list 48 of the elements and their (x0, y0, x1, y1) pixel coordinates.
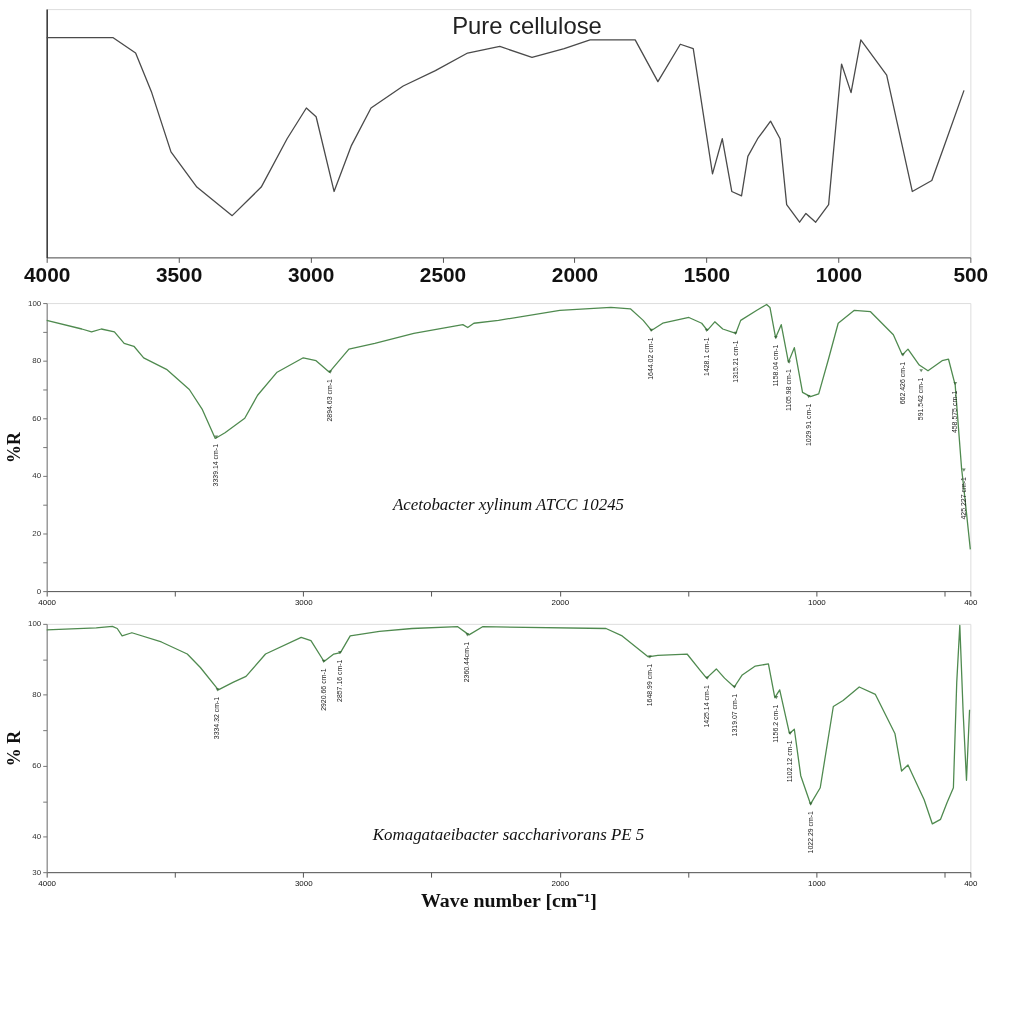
x-tick-label: 400 (964, 597, 979, 607)
y-tick-label: 100 (27, 619, 42, 629)
annotation: Komagataeibacter saccharivorans PE 5 (371, 824, 645, 844)
point (808, 802, 813, 806)
x-tick-label: 2000 (551, 878, 570, 888)
point (321, 659, 326, 664)
x-tick-label: 1000 (815, 262, 863, 286)
x-tick-label: 1000 (808, 878, 827, 888)
y-tick-label: 80 (32, 356, 42, 366)
x-tick-label: 3000 (294, 597, 314, 607)
y-tick-label: 80 (32, 690, 42, 700)
point (732, 685, 737, 689)
x-tick-label: 400 (964, 878, 979, 888)
y-tick-label: 60 (32, 413, 42, 423)
x-tick-label: 1500 (683, 262, 731, 286)
x-tick-label: 4000 (38, 878, 57, 888)
point (338, 651, 342, 655)
x-tick-label: 3000 (294, 878, 314, 888)
y-tick-label: 100 (27, 298, 42, 308)
point (215, 688, 220, 692)
x-axis-title: Wave number [cm⁻¹] (421, 889, 597, 912)
y-axis-title: % R (4, 729, 25, 767)
chart-title: Pure cellulose (452, 11, 602, 39)
x-tick-label: 2000 (551, 597, 570, 607)
line-series (46, 624, 971, 825)
point (465, 633, 470, 637)
y-tick-label: 20 (32, 528, 42, 538)
y-tick-label: 40 (32, 471, 42, 481)
line-series (46, 303, 971, 550)
point (773, 336, 778, 340)
y-tick-label: 40 (32, 832, 42, 842)
annotation: Acetobacter xylinum ATCC 10245 (391, 494, 625, 514)
y-tick-label: 0 (36, 586, 42, 596)
x-tick-label: 2500 (419, 262, 467, 286)
x-tick-label: 3500 (155, 262, 203, 286)
point (901, 353, 905, 357)
x-tick-label: 500 (953, 262, 989, 286)
point (774, 696, 779, 700)
x-tick-label: 4000 (23, 262, 71, 286)
y-tick-label: 60 (32, 761, 42, 771)
x-tick-label: 2000 (551, 262, 599, 286)
x-tick-label: 1000 (808, 597, 827, 607)
y-axis-title: %R (4, 431, 25, 463)
y-tick-label: 30 (32, 867, 42, 877)
x-tick-label: 4000 (38, 597, 57, 607)
x-tick-label: 3000 (287, 262, 335, 286)
point (788, 731, 793, 736)
point (648, 655, 652, 659)
